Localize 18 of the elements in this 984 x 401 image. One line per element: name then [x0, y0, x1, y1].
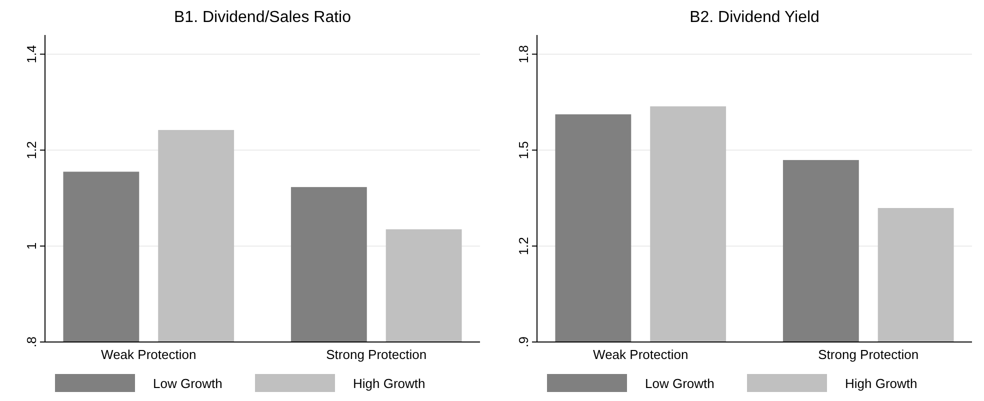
x-tick-label: Strong Protection — [326, 347, 427, 362]
y-tick-label: 1.2 — [516, 237, 531, 256]
text: High Growth — [845, 376, 918, 391]
y-tick-label: 1.8 — [516, 45, 531, 64]
y-tick-label: 1.5 — [516, 141, 531, 160]
text: Low Growth — [645, 376, 714, 391]
x-tick-label: Weak Protection — [593, 347, 688, 362]
y-tick-label: 1.4 — [24, 45, 39, 64]
y-tick-label: 1.2 — [24, 141, 39, 160]
x-tick-label: Weak Protection — [101, 347, 196, 362]
chart-title: B1. Dividend/Sales Ratio — [174, 9, 352, 26]
y-tick-label: .8 — [24, 336, 39, 348]
y-tick-label: 1 — [24, 242, 39, 250]
text: High Growth — [353, 376, 426, 391]
x-tick-label: Strong Protection — [818, 347, 919, 362]
chart-title: B2. Dividend Yield — [690, 9, 820, 26]
y-tick-label: .9 — [516, 336, 531, 348]
text: Low Growth — [153, 376, 222, 391]
